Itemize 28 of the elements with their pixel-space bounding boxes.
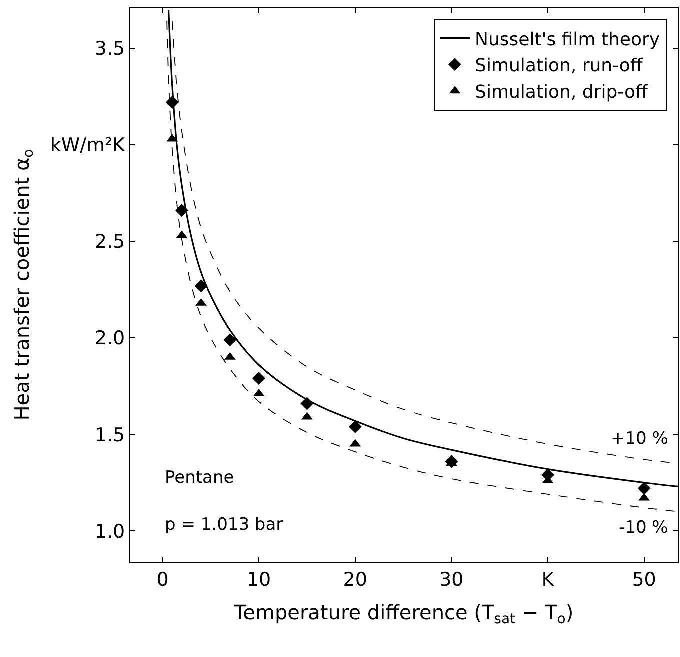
- point: [638, 482, 651, 496]
- point: [224, 334, 237, 347]
- x-tick-label: 0: [156, 568, 169, 591]
- y-tick-label: 2.5: [94, 231, 126, 254]
- y-tick-label: kW/m²K: [50, 134, 126, 157]
- annotation: Pentane: [165, 468, 234, 488]
- annotation: p = 1.013 bar: [165, 515, 284, 535]
- x-tick-label: 20: [343, 568, 368, 591]
- legend-label: Nusselt's film theory: [475, 29, 660, 50]
- point: [348, 420, 362, 434]
- legend-label: Simulation, drip-off: [475, 82, 648, 104]
- point: [176, 204, 189, 218]
- y-tick-label: 1.5: [94, 424, 126, 446]
- x-tick-label: 50: [632, 568, 656, 591]
- legend-label: Simulation, run-off: [475, 56, 644, 77]
- x-tick-label: 30: [440, 568, 464, 591]
- x-axis-title: Temperature difference (T$_{sat}$ − T$_{o}$): [233, 600, 574, 628]
- point: [300, 397, 314, 410]
- y-tick-label: 2.0: [94, 328, 126, 350]
- point: [252, 372, 266, 386]
- x-tick-label: 10: [246, 568, 272, 591]
- y-tick-label: 3.5: [94, 38, 126, 60]
- x-tick-label: K: [542, 568, 555, 591]
- annotation: -10 %: [619, 518, 668, 538]
- annotation: +10 %: [611, 429, 668, 449]
- y-tick-label: 1.0: [94, 520, 126, 543]
- point: [194, 279, 208, 292]
- point: [166, 96, 179, 110]
